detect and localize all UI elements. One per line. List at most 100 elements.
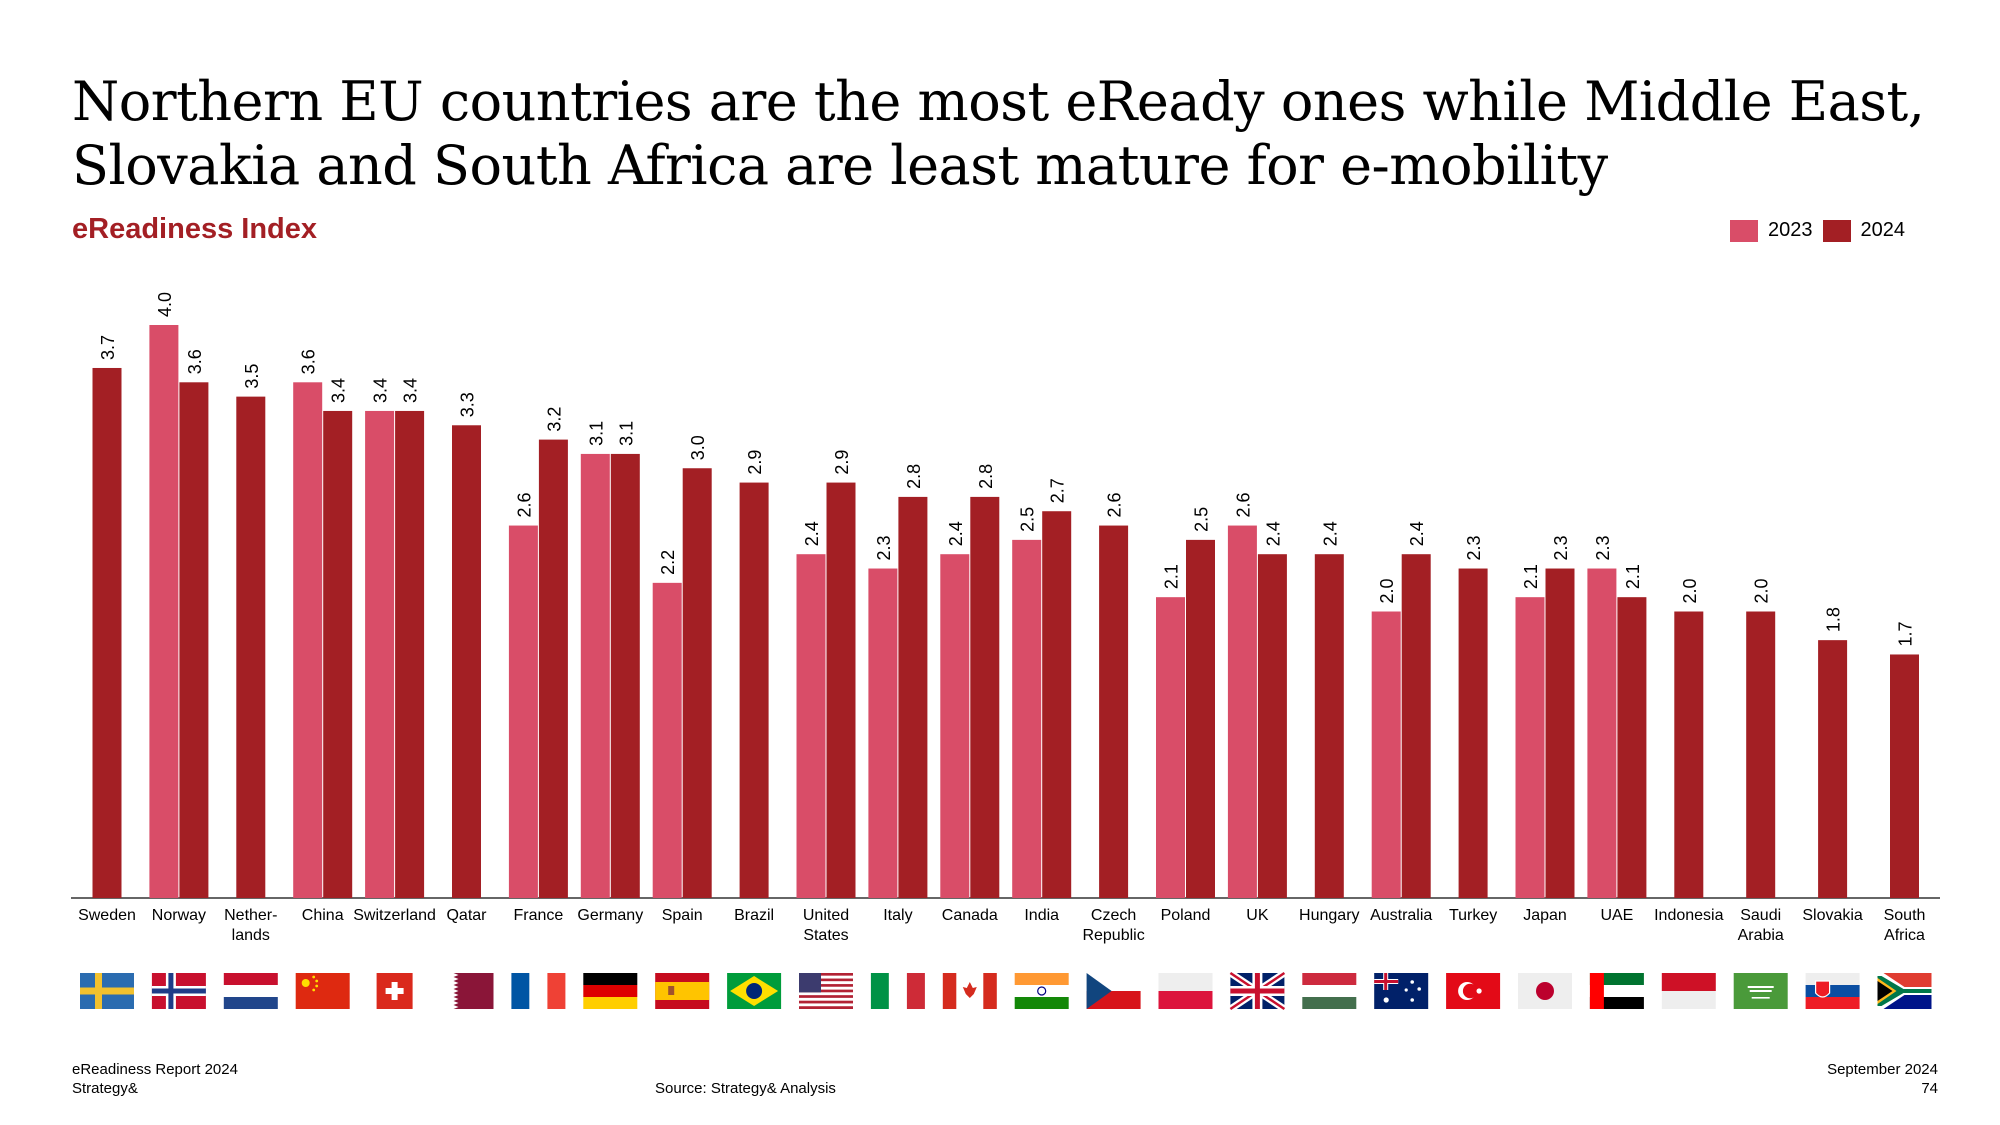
data-label-2023-12: 2.4 bbox=[946, 521, 966, 546]
data-label-2023-11: 2.3 bbox=[874, 535, 894, 560]
category-label-line: Qatar bbox=[446, 907, 487, 924]
data-label-2024-2: 3.5 bbox=[242, 364, 262, 389]
bar-2024-2 bbox=[236, 396, 266, 898]
bar-2024-24 bbox=[1818, 640, 1848, 898]
bar-2024-17 bbox=[1314, 554, 1344, 898]
slovakia-flag-icon bbox=[1805, 973, 1860, 1009]
bar-2024-8 bbox=[682, 468, 712, 898]
france-flag-icon bbox=[511, 973, 566, 1009]
data-label-2024-12: 2.8 bbox=[976, 464, 996, 489]
category-label-4: Switzerland bbox=[353, 907, 436, 924]
category-label-line: Germany bbox=[577, 907, 643, 924]
category-label-line: States bbox=[803, 927, 848, 944]
category-label-24: Slovakia bbox=[1802, 907, 1863, 924]
category-label-line: China bbox=[302, 907, 344, 924]
data-label-2024-21: 2.1 bbox=[1623, 564, 1643, 589]
data-label-2024-6: 3.2 bbox=[544, 407, 564, 432]
turkey-flag-icon bbox=[1446, 973, 1501, 1009]
footer-date: September 2024 bbox=[1827, 1061, 1938, 1078]
legend-label-2023: 2023 bbox=[1768, 219, 1813, 241]
brazil-flag-icon bbox=[727, 973, 782, 1009]
bar-2023-8 bbox=[652, 582, 682, 898]
saudi-arabia-flag-icon bbox=[1733, 973, 1788, 1009]
category-label-21: UAE bbox=[1600, 907, 1633, 924]
footer-right: September 2024 74 bbox=[1827, 1060, 1938, 1098]
footer-left: eReadiness Report 2024 Strategy& bbox=[72, 1060, 238, 1098]
data-label-2024-13: 2.7 bbox=[1048, 478, 1068, 503]
hungary-flag-icon bbox=[1302, 973, 1357, 1009]
china-flag-icon bbox=[295, 973, 350, 1009]
qatar-flag-icon bbox=[439, 973, 494, 1009]
category-label-10: United States bbox=[803, 907, 849, 944]
bar-2023-10 bbox=[796, 554, 826, 898]
switzerland-flag-icon bbox=[376, 973, 413, 1009]
category-label-line: India bbox=[1024, 907, 1059, 924]
category-label-20: Japan bbox=[1523, 907, 1567, 924]
bar-2024-4 bbox=[395, 410, 425, 898]
bar-2024-14 bbox=[1099, 525, 1129, 898]
category-label-line: Norway bbox=[152, 907, 206, 924]
india-flag-icon bbox=[1014, 973, 1069, 1009]
category-label-6: France bbox=[514, 907, 564, 924]
data-label-2023-8: 2.2 bbox=[658, 550, 678, 575]
bar-2023-4 bbox=[365, 410, 395, 898]
data-label-2023-7: 3.1 bbox=[586, 421, 606, 446]
chart-subtitle: eReadiness Index bbox=[72, 213, 317, 245]
data-label-2023-20: 2.1 bbox=[1521, 564, 1541, 589]
data-label-2024-9: 2.9 bbox=[745, 450, 765, 475]
category-label-line: Indonesia bbox=[1654, 907, 1723, 924]
uk-flag-icon bbox=[1228, 970, 1287, 1012]
category-label-1: Norway bbox=[152, 907, 206, 924]
category-label-13: India bbox=[1024, 907, 1059, 924]
title-line-2: Slovakia and South Africa are least matu… bbox=[72, 134, 1608, 197]
data-label-2024-3: 3.4 bbox=[329, 378, 349, 403]
bar-2023-3 bbox=[293, 382, 323, 898]
category-label-line: Switzerland bbox=[353, 907, 436, 924]
bar-2023-12 bbox=[940, 554, 970, 898]
czech-flag-icon bbox=[1086, 973, 1141, 1009]
bar-2024-21 bbox=[1617, 597, 1647, 898]
bar-2024-19 bbox=[1458, 568, 1488, 898]
bar-2024-20 bbox=[1545, 568, 1575, 898]
chart-legend: 2023 2024 bbox=[1730, 219, 1915, 242]
category-label-line: Africa bbox=[1884, 927, 1925, 944]
data-label-2023-10: 2.4 bbox=[802, 521, 822, 546]
data-label-2023-16: 2.6 bbox=[1233, 493, 1253, 518]
data-label-2024-0: 3.7 bbox=[98, 335, 118, 360]
category-label-9: Brazil bbox=[734, 907, 774, 924]
data-label-2023-21: 2.3 bbox=[1593, 535, 1613, 560]
data-label-2024-20: 2.3 bbox=[1551, 535, 1571, 560]
bar-2024-13 bbox=[1042, 511, 1072, 898]
category-label-2: Nether-lands bbox=[224, 907, 277, 944]
category-label-line: UK bbox=[1246, 907, 1269, 924]
data-label-2024-14: 2.6 bbox=[1105, 493, 1125, 518]
legend-label-2024: 2024 bbox=[1860, 219, 1906, 241]
category-label-16: UK bbox=[1246, 907, 1269, 924]
data-label-2023-6: 2.6 bbox=[514, 493, 534, 518]
data-label-2024-19: 2.3 bbox=[1464, 535, 1484, 560]
poland-flag-icon bbox=[1158, 973, 1213, 1009]
bar-2024-0 bbox=[92, 367, 122, 899]
uae-flag-icon bbox=[1589, 973, 1644, 1009]
spain-flag-icon bbox=[655, 973, 710, 1009]
category-label-line: Turkey bbox=[1449, 907, 1497, 924]
data-label-2024-8: 3.0 bbox=[688, 435, 708, 460]
bar-2023-13 bbox=[1012, 539, 1042, 898]
australia-flag-icon bbox=[1374, 973, 1429, 1009]
footer-brand: Strategy& bbox=[72, 1080, 138, 1097]
category-label-25: South Africa bbox=[1884, 907, 1926, 944]
page-title: Northern EU countries are the most eRead… bbox=[72, 70, 1952, 198]
category-label-line: Republic bbox=[1082, 927, 1144, 944]
germany-flag-icon bbox=[583, 973, 638, 1009]
data-label-2023-13: 2.5 bbox=[1018, 507, 1038, 532]
category-label-line: United bbox=[803, 907, 849, 924]
usa-flag-icon bbox=[799, 973, 853, 1009]
data-label-2024-25: 1.7 bbox=[1896, 621, 1916, 646]
bar-2023-1 bbox=[149, 325, 179, 898]
bar-2024-15 bbox=[1186, 539, 1215, 898]
data-label-2023-15: 2.1 bbox=[1162, 564, 1182, 589]
category-label-line: Brazil bbox=[734, 907, 774, 924]
bar-2024-11 bbox=[898, 496, 928, 898]
category-label-15: Poland bbox=[1161, 907, 1211, 924]
category-label-17: Hungary bbox=[1299, 907, 1359, 924]
